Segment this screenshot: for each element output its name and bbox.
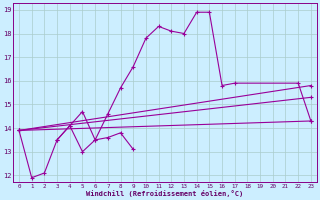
X-axis label: Windchill (Refroidissement éolien,°C): Windchill (Refroidissement éolien,°C)	[86, 190, 244, 197]
